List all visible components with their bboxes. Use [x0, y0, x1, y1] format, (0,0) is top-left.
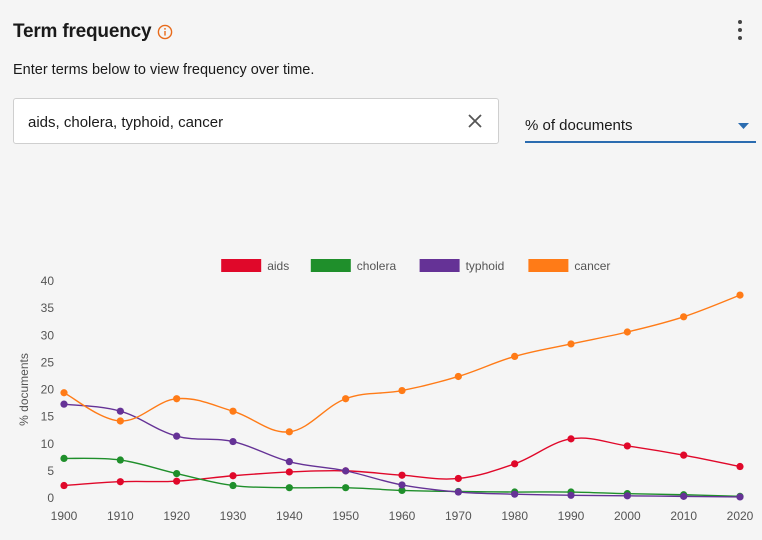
data-point-cancer: [60, 389, 68, 397]
data-point-typhoid: [285, 458, 293, 466]
data-point-typhoid: [342, 467, 350, 475]
data-point-aids: [736, 462, 744, 471]
data-point-cholera: [229, 481, 237, 490]
legend-swatch-cholera: [310, 259, 351, 272]
data-point-cholera: [398, 486, 406, 495]
data-point-typhoid: [680, 492, 688, 500]
data-point-typhoid: [567, 491, 575, 499]
data-point-cancer: [511, 352, 519, 361]
data-point-cancer: [229, 407, 237, 415]
y-tick-label: 10: [41, 437, 55, 451]
data-point-aids: [454, 474, 462, 483]
legend-swatch-aids: [221, 259, 262, 272]
x-tick-label: 2010: [670, 509, 697, 523]
data-point-cancer: [623, 328, 631, 336]
data-point-cancer: [173, 395, 181, 403]
data-point-aids: [398, 471, 406, 479]
x-tick-label: 1920: [163, 509, 190, 523]
x-tick-label: 1900: [51, 509, 78, 523]
data-point-cholera: [342, 484, 350, 492]
data-point-typhoid: [736, 493, 744, 501]
y-tick-label: 5: [47, 464, 54, 478]
legend-label-cancer: cancer: [574, 259, 610, 273]
y-tick-label: 15: [41, 410, 55, 424]
caret-down-icon: [738, 123, 749, 129]
x-tick-label: 2020: [727, 509, 754, 523]
data-point-cancer: [116, 417, 124, 425]
term-frequency-chart: 0 5 10 15 20 25 30 35 40 1900 1910 1920 1930 1940 1950…: [17, 259, 754, 523]
metric-select-value: % of documents: [525, 117, 633, 134]
data-point-cancer: [567, 340, 575, 348]
data-point-aids: [511, 460, 519, 468]
data-point-cancer: [398, 386, 406, 395]
data-point-aids: [285, 468, 293, 476]
terms-input[interactable]: [26, 99, 450, 145]
data-point-typhoid: [60, 400, 68, 408]
data-point-cancer: [736, 291, 744, 299]
data-point-typhoid: [229, 437, 237, 446]
data-point-cancer: [285, 428, 293, 436]
y-tick-label: 30: [41, 328, 55, 342]
data-point-cholera: [173, 469, 181, 478]
data-point-cholera: [60, 454, 68, 462]
data-point-cancer: [454, 372, 462, 381]
legend-label-cholera: cholera: [357, 259, 397, 273]
x-tick-label: 1930: [220, 509, 247, 523]
x-tick-label: 1950: [332, 509, 359, 523]
info-icon[interactable]: [157, 24, 173, 40]
x-tick-label: 1990: [558, 509, 585, 523]
legend-swatch-typhoid: [419, 259, 460, 272]
data-point-typhoid: [173, 432, 181, 440]
y-tick-label: 40: [41, 274, 55, 288]
data-point-aids: [116, 478, 124, 486]
data-point-cholera: [116, 456, 124, 464]
page-title: Term frequency: [13, 21, 152, 42]
y-tick-label: 0: [47, 491, 54, 505]
x-tick-label: 1960: [389, 509, 416, 523]
y-tick-label: 20: [41, 383, 55, 397]
data-point-typhoid: [454, 488, 462, 496]
data-point-typhoid: [511, 490, 519, 498]
y-axis-label: % documents: [17, 353, 31, 426]
x-tick-label: 2000: [614, 509, 641, 523]
metric-select[interactable]: % of documents: [525, 110, 756, 143]
header: Term frequency: [13, 18, 173, 46]
data-point-typhoid: [116, 407, 124, 415]
x-tick-label: 1980: [501, 509, 528, 523]
y-tick-label: 25: [41, 355, 55, 369]
series-line-cancer: [63, 294, 741, 433]
data-point-aids: [567, 435, 575, 443]
x-tick-label: 1970: [445, 509, 472, 523]
data-point-aids: [229, 472, 237, 480]
instructions-text: Enter terms below to view frequency over…: [13, 62, 315, 78]
data-point-typhoid: [398, 481, 406, 489]
x-tick-label: 1910: [107, 509, 134, 523]
terms-search-box: [13, 98, 499, 145]
close-icon[interactable]: [466, 112, 484, 130]
data-point-aids: [60, 481, 68, 490]
data-point-aids: [680, 451, 688, 459]
legend-label-aids: aids: [267, 259, 289, 273]
data-point-cholera: [285, 484, 293, 492]
x-tick-label: 1940: [276, 509, 303, 523]
data-point-cancer: [342, 395, 350, 403]
y-tick-label: 35: [41, 301, 55, 315]
data-point-cancer: [680, 313, 688, 321]
legend-swatch-cancer: [528, 259, 569, 272]
more-vertical-icon[interactable]: [734, 20, 746, 40]
data-point-aids: [173, 477, 181, 485]
legend-label-typhoid: typhoid: [466, 259, 505, 273]
data-point-typhoid: [623, 492, 631, 500]
data-point-aids: [623, 442, 631, 450]
